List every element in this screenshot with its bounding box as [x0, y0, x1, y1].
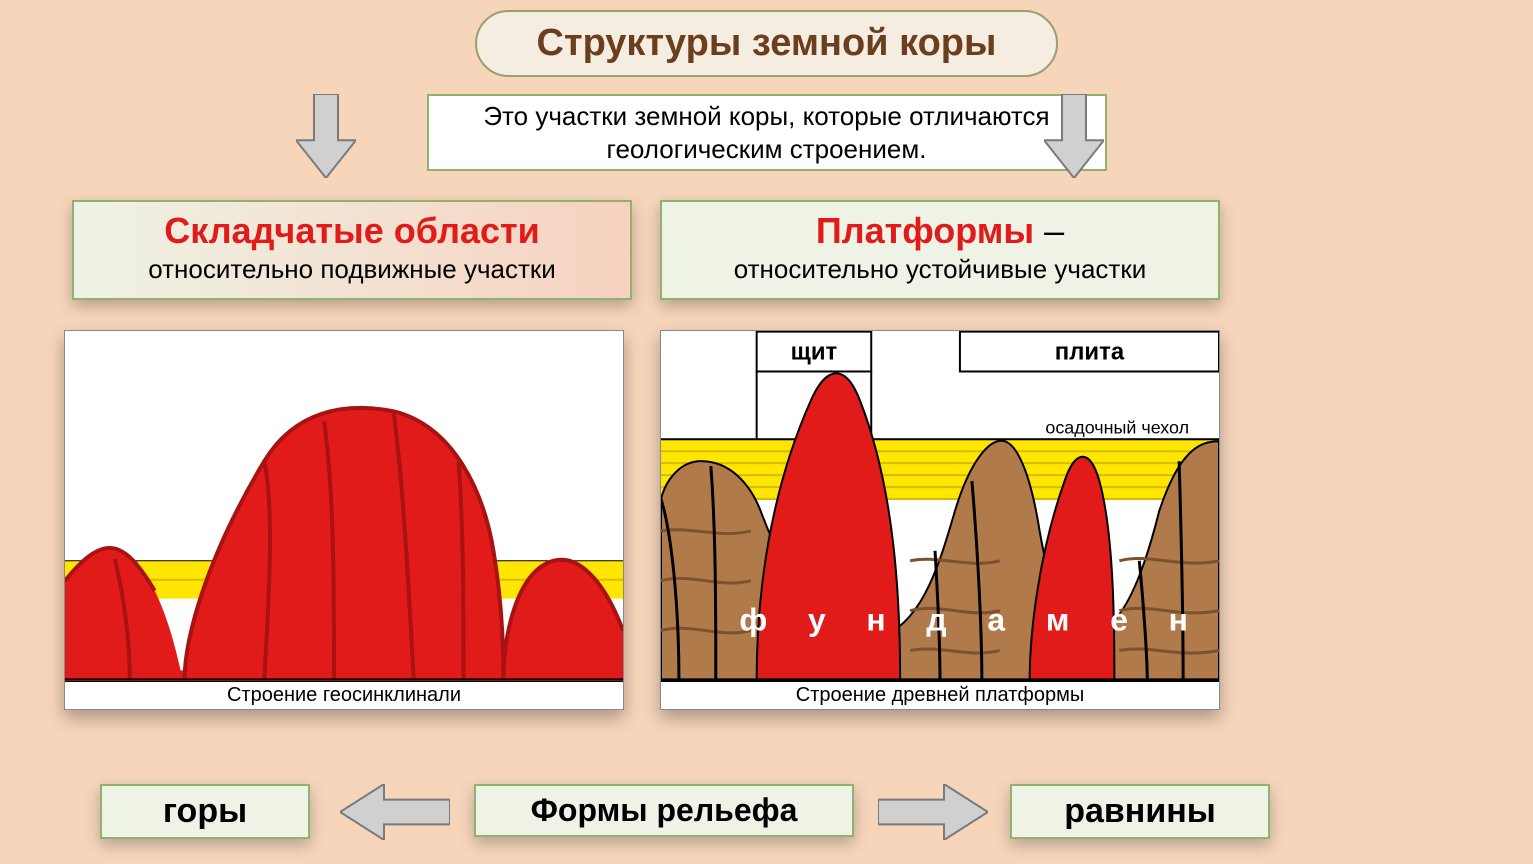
bottom-mountains-text: горы [163, 792, 247, 830]
svg-text:осадочный чехол: осадочный чехол [1045, 417, 1189, 437]
title-text: Структуры земной коры [537, 22, 997, 64]
arrow-right-icon [878, 784, 988, 840]
branch-box-left: Складчатые области относительно подвижны… [72, 200, 632, 300]
slide: Структуры земной коры Это участки земной… [0, 0, 1533, 864]
branch-left-title: Складчатые области [74, 210, 630, 252]
branch-right-title: Платформы – [662, 210, 1218, 252]
svg-text:плита: плита [1055, 339, 1125, 366]
arrow-down-right [1044, 94, 1104, 178]
bottom-relief-text: Формы рельефа [531, 792, 798, 828]
diagram-geosyncline-svg [65, 331, 623, 681]
diagram-platform-caption: Строение древней платформы [661, 681, 1219, 709]
branch-right-subtitle: относительно устойчивые участки [662, 254, 1218, 285]
definition-box: Это участки земной коры, которые отличаю… [427, 94, 1107, 171]
diagram-platform-svg: щит плита осадочный чехол ф у н д а м е н т [661, 331, 1219, 681]
diagram-geosyncline-caption: Строение геосинклинали [65, 681, 623, 709]
branch-right-suffix: – [1034, 210, 1064, 251]
bottom-box-mountains: горы [100, 784, 310, 839]
diagram-geosyncline: Строение геосинклинали [64, 330, 624, 710]
title-pill: Структуры земной коры [475, 10, 1059, 77]
arrow-left-icon [340, 784, 450, 840]
bottom-box-plains: равнины [1010, 784, 1270, 839]
bottom-box-relief: Формы рельефа [474, 784, 854, 837]
svg-text:щит: щит [791, 339, 838, 366]
definition-text: Это участки земной коры, которые отличаю… [483, 101, 1049, 164]
branch-box-right: Платформы – относительно устойчивые учас… [660, 200, 1220, 300]
arrow-down-left [296, 94, 356, 178]
diagram-platform: щит плита осадочный чехол ф у н д а м е н т… [660, 330, 1220, 710]
bottom-plains-text: равнины [1064, 792, 1216, 830]
branch-left-subtitle: относительно подвижные участки [74, 254, 630, 285]
svg-text:ф у н д а м е н т: ф у н д а м е н т [739, 602, 1219, 638]
